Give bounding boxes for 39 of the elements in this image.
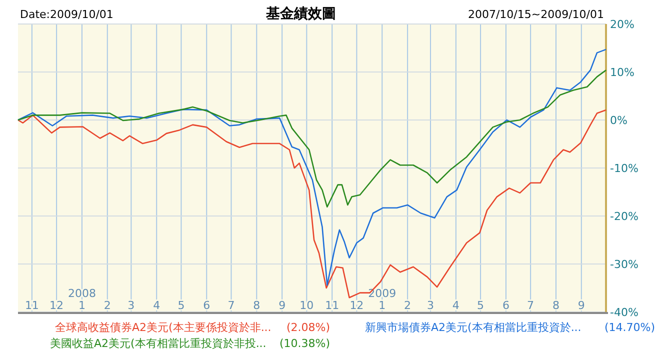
- x-tick-label: 10: [300, 299, 314, 312]
- x-tick-label: 8: [253, 299, 260, 312]
- x-tick-label: 7: [527, 299, 534, 312]
- chart-title: 基金績效圖: [265, 6, 336, 22]
- x-tick-label: 5: [477, 299, 484, 312]
- x-tick-label: 5: [178, 299, 185, 312]
- y-tick-label: 10%: [610, 66, 634, 79]
- x-tick-label: 3: [128, 299, 135, 312]
- x-tick-label: 2009 1: [368, 287, 396, 312]
- y-tick-label: -30%: [610, 258, 638, 271]
- x-tick-label: 12: [350, 299, 364, 312]
- line-series: [17, 48, 607, 286]
- x-tick-label: 3: [427, 299, 434, 312]
- x-tick-label: 6: [502, 299, 510, 312]
- text: 美國收益A2美元(本有相當比重投資於非投... (10.38%): [50, 337, 330, 350]
- y-tick-label: -10%: [610, 162, 638, 175]
- x-tick-label: 2: [104, 299, 111, 312]
- x-tick-label: 11: [24, 299, 39, 312]
- y-tick-label: 20%: [610, 18, 634, 31]
- text: 全球高收益債券A2美元(本主要係投資於非... (2.08%): [55, 321, 330, 334]
- x-tick-label: 4: [452, 299, 460, 312]
- y-tick-label: 0%: [610, 114, 628, 127]
- x-tick-label: 2008 1: [68, 287, 96, 312]
- x-tick-label: 7: [228, 299, 235, 312]
- y-tick-label: -40%: [610, 306, 638, 319]
- text: 新興市場債券A2美元(本有相當比重投資於... (14.70%): [365, 321, 655, 334]
- chart-subtitle: Date:2009/10/01: [20, 8, 114, 21]
- text: 2007/10/15~2009/10/01: [468, 8, 604, 21]
- x-tick-label: 9: [278, 299, 286, 312]
- x-tick-label: 2: [404, 299, 412, 312]
- x-tick-label: 8: [552, 299, 560, 312]
- y-tick-label: -20%: [610, 210, 638, 223]
- x-tick-label: 4: [153, 299, 160, 312]
- x-tick-label: 11: [325, 299, 340, 312]
- x-tick-label: 9: [578, 299, 585, 312]
- line-series: [17, 70, 607, 208]
- x-tick-label: 12: [50, 299, 64, 312]
- line-series: [17, 109, 607, 298]
- x-tick-label: 6: [203, 299, 210, 312]
